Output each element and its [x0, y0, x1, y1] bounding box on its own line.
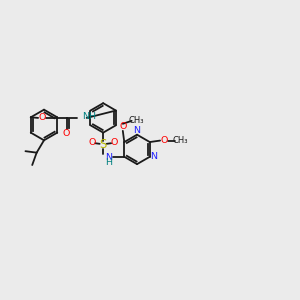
Text: CH₃: CH₃	[129, 116, 144, 125]
Text: O: O	[161, 136, 168, 145]
Text: H: H	[105, 158, 112, 167]
Text: O: O	[111, 138, 118, 147]
Text: CH₃: CH₃	[173, 136, 188, 145]
Text: O: O	[63, 129, 70, 138]
Text: NH: NH	[82, 112, 97, 121]
Text: N: N	[134, 126, 140, 135]
Text: O: O	[88, 138, 96, 147]
Text: O: O	[119, 122, 127, 131]
Text: N: N	[105, 153, 112, 162]
Text: S: S	[100, 139, 107, 152]
Text: N: N	[150, 152, 157, 161]
Text: O: O	[38, 113, 46, 122]
